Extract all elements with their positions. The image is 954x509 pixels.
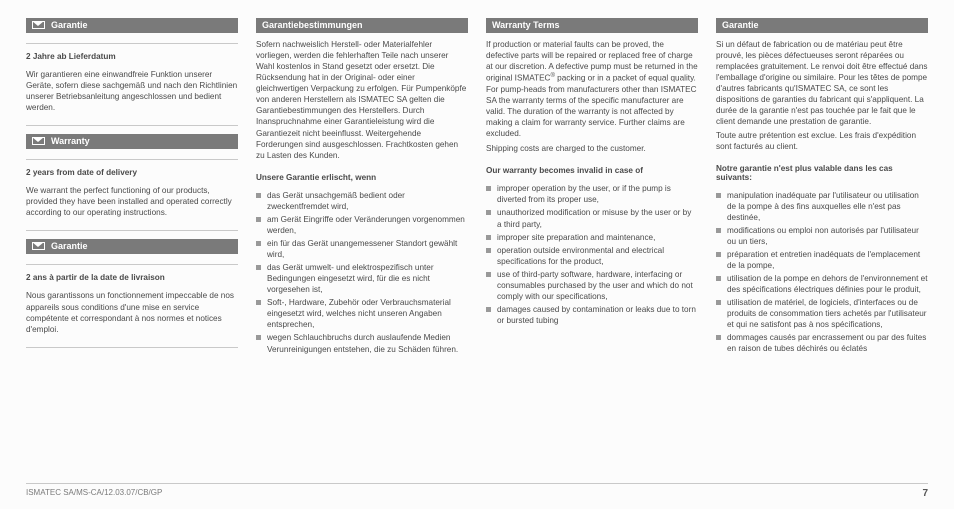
list-item: Soft-, Hardware, Zubehör oder Verbrauchs…	[256, 297, 468, 330]
list-item: utilisation de matériel, de logiciels, d…	[716, 297, 928, 330]
column-2: Garantiebestimmungen Sofern nachweislich…	[256, 18, 468, 365]
header-title: Garantiebestimmungen	[262, 20, 363, 30]
list-item: das Gerät umwelt- und elektrospezifisch …	[256, 262, 468, 295]
header-garantie-fr-terms: Garantie	[716, 18, 928, 33]
shipping-text: Shipping costs are charged to the custom…	[486, 143, 698, 154]
body-text: Sofern nachweislich Herstell- oder Mater…	[256, 39, 468, 161]
bullet-list-fr: manipulation inadéquate par l'utilisateu…	[716, 190, 928, 355]
page-footer: ISMATEC SA/MS-CA/12.03.07/CB/GP 7	[26, 483, 928, 499]
envelope-icon	[32, 21, 45, 29]
list-item: ein für das Gerät unangemessener Standor…	[256, 238, 468, 260]
bullet-list-en: improper operation by the user, or if th…	[486, 183, 698, 326]
body-text-2: Toute autre prétention est exclue. Les f…	[716, 130, 928, 152]
column-1: Garantie 2 Jahre ab Lieferdatum Wir gara…	[26, 18, 238, 365]
list-item: dommages causés par encrassement ou par …	[716, 332, 928, 354]
bullet-list-de: das Gerät unsachgemäß bedient oder zweck…	[256, 190, 468, 355]
list-item: use of third-party software, hardware, i…	[486, 269, 698, 302]
envelope-icon	[32, 137, 45, 145]
body-text: We warrant the perfect functioning of ou…	[26, 185, 238, 218]
list-item: operation outside environmental and elec…	[486, 245, 698, 267]
body-text: Si un défaut de fabrication ou de matéri…	[716, 39, 928, 128]
list-item: unauthorized modification or misuse by t…	[486, 207, 698, 229]
list-item: utilisation de la pompe en dehors de l'e…	[716, 273, 928, 295]
header-warranty-terms: Warranty Terms	[486, 18, 698, 33]
envelope-icon	[32, 242, 45, 250]
subhead: 2 Jahre ab Lieferdatum	[26, 52, 238, 61]
column-3: Warranty Terms If production or material…	[486, 18, 698, 365]
list-item: préparation et entretien inadéquats de l…	[716, 249, 928, 271]
body-text: Wir garantieren eine einwandfreie Funkti…	[26, 69, 238, 113]
body-text: Nous garantissons un fonctionnement impe…	[26, 290, 238, 334]
header-garantie-de: Garantie	[26, 18, 238, 33]
list-item: wegen Schlauchbruchs durch auslaufende M…	[256, 332, 468, 354]
list-item: improper operation by the user, or if th…	[486, 183, 698, 205]
header-garantiebestimmungen: Garantiebestimmungen	[256, 18, 468, 33]
divider	[26, 125, 238, 126]
header-title: Garantie	[722, 20, 759, 30]
header-title: Warranty Terms	[492, 20, 560, 30]
page-number: 7	[922, 488, 928, 499]
list-item: am Gerät Eingriffe oder Veränderungen vo…	[256, 214, 468, 236]
header-title: Warranty	[51, 136, 90, 146]
header-warranty-en: Warranty	[26, 134, 238, 149]
subhead: 2 years from date of delivery	[26, 168, 238, 177]
header-title: Garantie	[51, 241, 88, 251]
subhead: 2 ans à partir de la date de livraison	[26, 273, 238, 282]
subhead: Notre garantie n'est plus valable dans l…	[716, 164, 928, 182]
list-item: manipulation inadéquate par l'utilisateu…	[716, 190, 928, 223]
body-post: packing or in a packet of equal quality.…	[486, 74, 697, 138]
column-4: Garantie Si un défaut de fabrication ou …	[716, 18, 928, 365]
page-columns: Garantie 2 Jahre ab Lieferdatum Wir gara…	[26, 18, 928, 365]
subhead: Our warranty becomes invalid in case of	[486, 166, 698, 175]
divider	[26, 347, 238, 348]
divider	[26, 264, 238, 265]
header-garantie-fr: Garantie	[26, 239, 238, 254]
divider	[26, 230, 238, 231]
subhead: Unsere Garantie erlischt, wenn	[256, 173, 468, 182]
list-item: modifications ou emploi non autorisés pa…	[716, 225, 928, 247]
divider	[26, 43, 238, 44]
list-item: improper site preparation and maintenanc…	[486, 232, 698, 243]
body-text: If production or material faults can be …	[486, 39, 698, 139]
footer-left: ISMATEC SA/MS-CA/12.03.07/CB/GP	[26, 488, 162, 499]
list-item: das Gerät unsachgemäß bedient oder zweck…	[256, 190, 468, 212]
divider	[26, 159, 238, 160]
header-title: Garantie	[51, 20, 88, 30]
list-item: damages caused by contamination or leaks…	[486, 304, 698, 326]
